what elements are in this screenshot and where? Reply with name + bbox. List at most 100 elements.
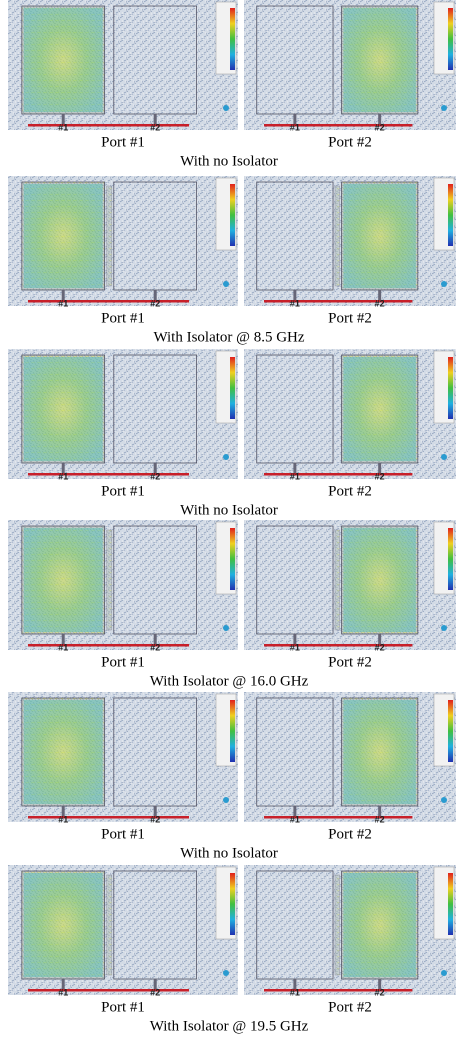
port-marker: #1 [290, 642, 300, 652]
feed-line [153, 114, 157, 124]
image-label: Port #1 [101, 999, 145, 1015]
caption: With no Isolator [180, 153, 278, 169]
image-label: Port #1 [101, 483, 145, 499]
port-marker: #2 [150, 471, 160, 481]
port-marker: #1 [58, 471, 68, 481]
port-marker: #1 [58, 814, 68, 824]
axis-icon [223, 105, 229, 111]
feed-line [378, 979, 382, 989]
field-image: #1 #2 [8, 349, 238, 481]
axis-icon [223, 625, 229, 631]
port-marker: #1 [290, 987, 300, 997]
port-marker: #2 [150, 298, 160, 308]
field-hotspot [343, 357, 416, 461]
axis-icon [223, 454, 229, 460]
axis-icon [441, 797, 447, 803]
image-label: Port #1 [101, 134, 145, 150]
feed-line [378, 114, 382, 124]
isolator [334, 529, 340, 631]
image-label: Port #1 [101, 310, 145, 326]
feed-line [153, 634, 157, 644]
port-line [28, 124, 189, 127]
field-image: #1 #2 [244, 0, 456, 132]
field-image: #1 #2 [8, 692, 238, 824]
feed-line [61, 114, 65, 124]
port-marker: #1 [58, 298, 68, 308]
patch [256, 870, 334, 980]
isolator [106, 185, 113, 287]
patch [113, 181, 198, 291]
patch [113, 870, 198, 980]
axis-icon [223, 970, 229, 976]
field-image: #1 #2 [8, 176, 238, 308]
colorbar [230, 8, 235, 70]
port-line [28, 989, 189, 992]
image-label: Port #2 [328, 654, 372, 670]
field-hotspot [343, 184, 416, 288]
patch [113, 354, 198, 464]
patch [256, 697, 334, 807]
axis-icon [441, 105, 447, 111]
feed-line [61, 463, 65, 473]
patch [256, 5, 334, 115]
port-line [264, 124, 413, 127]
colorbar [448, 357, 453, 419]
image-label: Port #2 [328, 134, 372, 150]
axis-icon [223, 281, 229, 287]
axis-icon [441, 454, 447, 460]
port-line [264, 644, 413, 647]
field-image: #1 #2 [8, 0, 238, 132]
port-line [28, 473, 189, 476]
feed-line [61, 979, 65, 989]
patch [113, 697, 198, 807]
field-hotspot [343, 528, 416, 632]
colorbar [448, 700, 453, 762]
field-hotspot [23, 357, 103, 461]
field-hotspot [343, 8, 416, 112]
port-line [264, 989, 413, 992]
field-hotspot [23, 184, 103, 288]
feed-line [293, 463, 297, 473]
port-marker: #2 [375, 298, 385, 308]
colorbar [230, 184, 235, 246]
colorbar [230, 528, 235, 590]
field-hotspot [343, 873, 416, 977]
port-marker: #2 [375, 122, 385, 132]
port-marker: #2 [375, 471, 385, 481]
port-line [264, 816, 413, 819]
port-marker: #2 [375, 814, 385, 824]
feed-line [293, 634, 297, 644]
feed-line [378, 634, 382, 644]
image-label: Port #1 [101, 826, 145, 842]
colorbar [230, 357, 235, 419]
colorbar [448, 184, 453, 246]
feed-line [61, 290, 65, 300]
image-label: Port #1 [101, 654, 145, 670]
image-label: Port #2 [328, 310, 372, 326]
caption: With Isolator @ 8.5 GHz [153, 329, 304, 345]
axis-icon [441, 625, 447, 631]
port-line [28, 816, 189, 819]
port-marker: #2 [150, 987, 160, 997]
port-line [264, 300, 413, 303]
feed-line [153, 806, 157, 816]
field-image: #1 #2 [244, 692, 456, 824]
field-image: #1 #2 [244, 349, 456, 481]
caption: With Isolator @ 16.0 GHz [150, 673, 309, 689]
port-line [28, 644, 189, 647]
port-marker: #1 [58, 122, 68, 132]
colorbar [448, 8, 453, 70]
feed-line [153, 290, 157, 300]
port-marker: #2 [150, 642, 160, 652]
port-line [264, 473, 413, 476]
port-marker: #2 [375, 987, 385, 997]
patch [113, 525, 198, 635]
feed-line [293, 806, 297, 816]
feed-line [153, 463, 157, 473]
field-image: #1 #2 [244, 865, 456, 997]
caption: With no Isolator [180, 845, 278, 861]
caption: With no Isolator [180, 502, 278, 518]
patch [113, 5, 198, 115]
field-image: #1 #2 [8, 520, 238, 652]
